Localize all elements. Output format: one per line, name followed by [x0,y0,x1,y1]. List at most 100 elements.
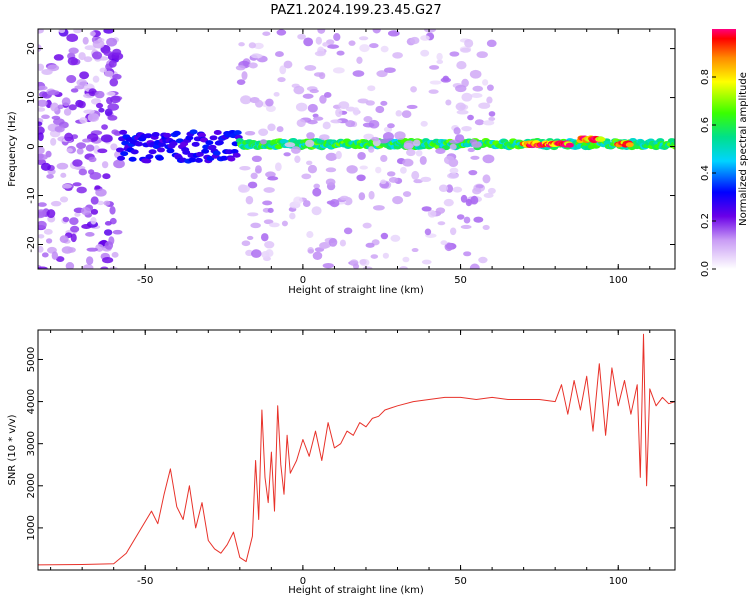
heatmap-cell [392,52,403,59]
heatmap-cell [333,33,341,41]
heatmap-cell [151,132,160,138]
heatmap-cell [82,138,92,143]
heatmap-cell [488,111,496,117]
heatmap-cell [245,195,254,205]
heatmap-cell [111,251,119,258]
heatmap-cell [283,60,293,69]
heatmap-cell [38,132,44,142]
heatmap-cell [163,132,172,138]
heatmap-cell [325,178,336,186]
heatmap-cell [438,184,449,193]
heatmap-cell [102,173,111,180]
snr-plot-area [38,330,675,570]
heatmap-cell [76,78,88,87]
heatmap-cell [399,266,408,269]
heatmap-cell [675,142,683,147]
heatmap-x-ticks: -50 0 50 100 [50,29,651,286]
heatmap-cell [339,239,347,247]
heatmap-cell [90,196,99,205]
heatmap-cell [188,157,197,163]
heatmap-cell [328,238,338,247]
heatmap-cell [68,47,79,54]
heatmap-cell [215,140,224,146]
heatmap-cell [450,227,457,236]
heatmap-cell [86,256,94,265]
heatmap-cell [239,165,251,171]
heatmap-cell [91,51,103,60]
heatmap-cell [43,228,53,235]
heatmap-xtick-label: 0 [300,275,306,286]
heatmap-cell [104,108,113,117]
heatmap-cell [460,224,472,229]
snr-ytick-label: 1000 [26,515,37,540]
heatmap-cell [99,67,107,73]
colorbar: 0.0 0.2 0.4 0.6 0.8 Normalized spectral ampl… [700,29,749,277]
heatmap-cell [276,29,287,36]
heatmap-cell [449,51,460,57]
heatmap-cell [54,125,65,133]
heatmap-cell [101,257,114,264]
heatmap-cell [169,141,178,147]
heatmap-cell [322,262,334,269]
heatmap-cell [117,155,126,161]
heatmap-cell [359,259,367,265]
heatmap-cell [107,103,120,111]
heatmap-cell [38,99,48,107]
heatmap-cell [46,209,56,219]
heatmap-cell [220,155,229,161]
heatmap-cell [53,54,64,61]
colorbar-tick-label: 0.6 [700,117,711,133]
heatmap-cell [103,200,111,206]
heatmap-cell [109,78,119,87]
heatmap-cell [394,131,406,140]
heatmap-cell [384,67,396,73]
heatmap-cell [395,110,403,117]
heatmap-cell [70,225,80,233]
heatmap-cell [365,242,375,248]
heatmap-cell [247,212,259,217]
heatmap-cell [380,179,387,185]
heatmap-xtick-label: 100 [609,275,628,286]
heatmap-cell [463,216,471,224]
heatmap-cell [276,126,284,133]
heatmap-cell [565,142,574,148]
heatmap-cell [449,143,457,150]
heatmap-cell [363,116,373,123]
heatmap-cell [472,85,484,92]
heatmap-cell [68,104,77,111]
heatmap-cell [120,151,129,157]
heatmap-cell [296,119,306,128]
heatmap-cell [301,173,312,180]
heatmap-cell [362,122,375,128]
heatmap-cell [370,254,379,259]
heatmap-cell [318,72,326,80]
heatmap-ytick-label: -10 [26,187,37,203]
heatmap-cell [38,29,44,34]
heatmap-cell [428,89,439,94]
heatmap-cell [264,240,275,249]
heatmap-cell [119,129,128,135]
heatmap-cell [380,45,389,53]
heatmap-cell [244,130,256,136]
heatmap-cell [277,77,286,83]
snr-frame [37,329,676,571]
heatmap-cell [356,56,363,64]
heatmap-cell [380,232,389,240]
heatmap-cell [445,99,452,106]
heatmap-cell [478,256,488,264]
heatmap-cell [258,128,269,136]
heatmap-cell [413,139,421,147]
heatmap-cell [67,56,79,66]
heatmap-cell [38,44,42,52]
heatmap-x-axis-label: Height of straight line (km) [288,285,424,296]
heatmap-cell [470,195,479,205]
heatmap-cell [103,229,113,236]
heatmap-cell [84,45,96,51]
heatmap-cell [388,177,399,183]
heatmap-cell [293,196,303,205]
heatmap-cell [375,166,382,174]
heatmap-cell [250,249,262,258]
heatmap-cell [78,52,86,61]
heatmap-cell [248,42,257,49]
